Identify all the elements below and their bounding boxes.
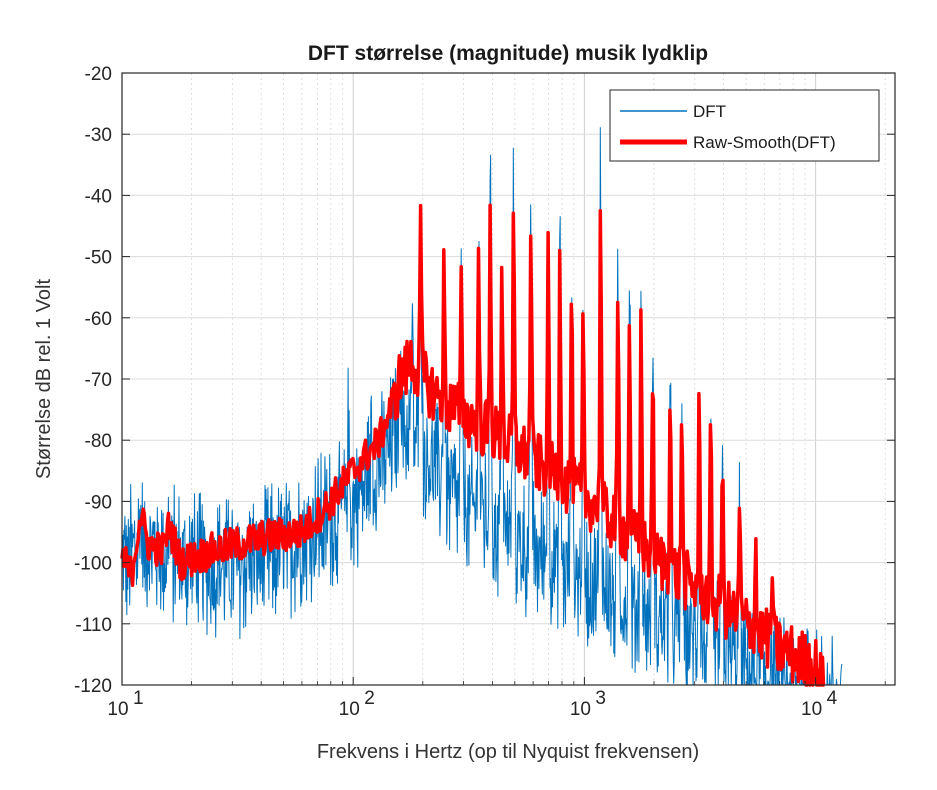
y-tick-label: -50 [85,248,112,269]
y-axis-label: Størrelse dB rel. 1 Volt [33,279,55,480]
y-tick-label: -70 [85,370,112,391]
y-tick-label: -90 [85,492,112,513]
x-tick-label: 103 [570,688,606,720]
ticks [121,72,895,686]
legend: DFT Raw-Smooth(DFT) [609,89,880,162]
chart-title: DFT størrelse (magnitude) musik lydklip [308,42,708,65]
x-tick-label: 104 [801,688,838,720]
x-tick-label-exponent: 4 [827,688,838,709]
tick-labels: 101102103104-20-30-40-50-60-70-80-90-100… [74,64,838,720]
x-tick-label-base: 10 [107,699,128,720]
x-tick-label-exponent: 2 [364,688,375,709]
x-axis-label: Frekvens i Hertz (op til Nyquist frekven… [317,741,699,763]
y-tick-label: -20 [85,64,112,85]
x-tick-label-exponent: 1 [133,688,144,709]
legend-box [609,89,880,162]
y-tick-label: -100 [74,554,112,575]
series-smooth-line [120,203,826,687]
series-layer [120,127,843,687]
y-tick-label: -80 [85,431,112,452]
y-tick-label: -30 [85,125,112,146]
x-tick-label-base: 10 [801,699,822,720]
legend-label-dft: DFT [693,102,726,121]
x-tick-label-exponent: 3 [595,688,606,709]
y-tick-label: -40 [85,186,112,207]
y-tick-label: -60 [85,309,112,330]
x-tick-label: 102 [339,688,375,720]
x-tick-label-base: 10 [339,699,360,720]
x-tick-label-base: 10 [570,699,591,720]
y-tick-label: -110 [75,615,112,636]
y-tick-label: -120 [74,676,112,697]
x-tick-label: 101 [107,688,143,720]
legend-label-smooth: Raw-Smooth(DFT) [693,133,836,152]
